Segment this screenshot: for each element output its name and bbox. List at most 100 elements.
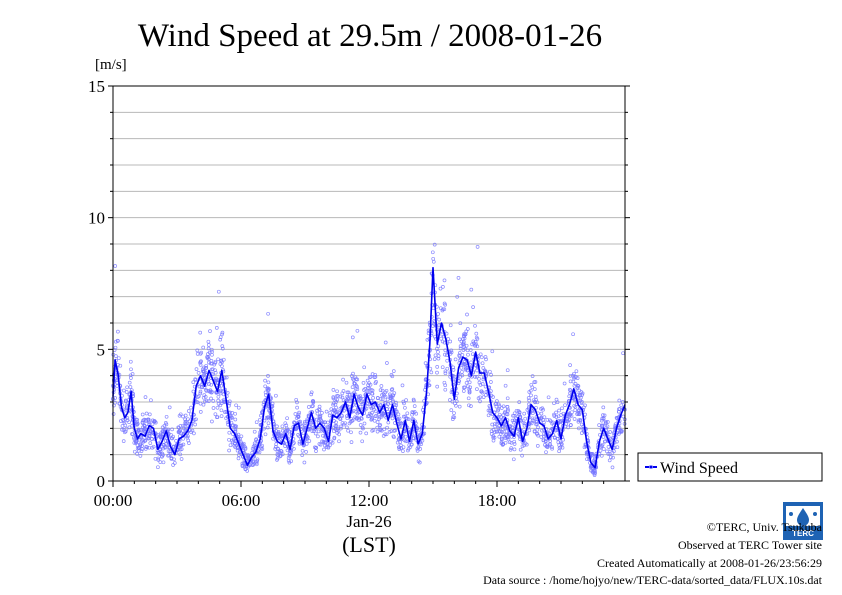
data-point: [523, 416, 528, 421]
data-point: [548, 442, 552, 446]
data-point: [389, 396, 393, 401]
data-point: [140, 412, 145, 417]
data-point: [156, 465, 160, 470]
data-point: [143, 447, 148, 451]
data-point: [389, 388, 394, 392]
data-point: [568, 388, 573, 393]
data-point: [494, 422, 499, 427]
data-point: [192, 431, 196, 436]
data-point: [143, 395, 148, 399]
data-point: [287, 429, 292, 434]
data-point: [390, 374, 395, 379]
data-point: [349, 430, 353, 435]
data-point: [198, 401, 203, 406]
data-point: [381, 434, 386, 438]
data-point: [236, 432, 241, 437]
data-point: [440, 365, 445, 370]
data-point: [607, 452, 612, 456]
data-point: [254, 437, 259, 442]
data-point: [449, 348, 454, 353]
data-point: [615, 416, 619, 421]
data-point: [511, 457, 516, 462]
data-point: [381, 411, 386, 416]
data-point: [341, 398, 346, 402]
data-point: [140, 421, 145, 425]
data-point: [520, 453, 524, 458]
data-point: [198, 351, 203, 356]
data-point: [558, 440, 563, 445]
data-point: [510, 429, 515, 434]
data-point: [573, 404, 578, 409]
data-point: [534, 422, 538, 427]
data-point: [331, 396, 336, 401]
data-point: [483, 355, 488, 359]
data-point: [252, 429, 257, 434]
data-point: [567, 387, 572, 392]
data-point: [474, 342, 478, 347]
data-point: [496, 414, 501, 419]
footer-observed: Observed at TERC Tower site: [677, 538, 822, 552]
data-point: [297, 410, 301, 415]
data-point: [518, 447, 523, 452]
data-point: [605, 424, 610, 429]
data-point: [484, 357, 488, 362]
data-point: [441, 285, 445, 289]
data-point: [365, 378, 370, 383]
data-point: [396, 437, 401, 442]
data-point: [491, 434, 496, 438]
y-tick-label: 10: [88, 209, 105, 228]
data-point: [477, 376, 481, 381]
data-point: [471, 339, 476, 344]
data-point: [506, 437, 511, 442]
data-point: [478, 395, 483, 400]
data-point: [510, 418, 515, 423]
data-point: [186, 417, 190, 422]
data-point: [116, 356, 121, 361]
data-point: [209, 396, 213, 401]
data-point: [348, 399, 353, 404]
data-point: [509, 440, 514, 445]
data-point: [378, 427, 383, 432]
data-point: [329, 407, 334, 411]
data-point: [179, 457, 184, 461]
data-point: [362, 421, 367, 426]
data-point: [456, 276, 461, 280]
data-point: [299, 424, 304, 428]
data-point: [409, 442, 414, 447]
data-point: [136, 445, 141, 450]
data-point: [266, 311, 270, 316]
data-point: [367, 411, 372, 416]
data-point: [317, 442, 322, 446]
data-point: [617, 426, 622, 430]
data-point: [145, 435, 149, 440]
data-point: [161, 460, 166, 465]
data-point: [458, 346, 463, 351]
data-point: [404, 439, 408, 444]
data-point: [202, 369, 206, 374]
data-point: [466, 377, 471, 382]
data-point: [274, 393, 278, 398]
data-point: [434, 347, 439, 351]
data-point: [429, 370, 434, 375]
data-point: [561, 411, 566, 416]
data-point: [169, 436, 174, 441]
data-point: [591, 459, 596, 463]
data-point: [135, 429, 140, 434]
data-point: [162, 423, 167, 428]
data-point: [471, 305, 475, 309]
data-point: [512, 447, 517, 452]
data-point: [334, 394, 339, 398]
data-point: [213, 359, 218, 364]
data-point: [583, 412, 587, 417]
data-point: [215, 405, 220, 410]
data-point: [463, 367, 468, 372]
data-point: [352, 381, 357, 386]
data-point: [265, 386, 270, 391]
data-point: [233, 425, 238, 430]
data-point: [240, 464, 245, 469]
x-tick-label: 06:00: [222, 491, 261, 510]
data-point: [570, 410, 574, 415]
data-point: [608, 430, 612, 434]
data-point: [230, 415, 234, 420]
data-point: [124, 390, 129, 394]
